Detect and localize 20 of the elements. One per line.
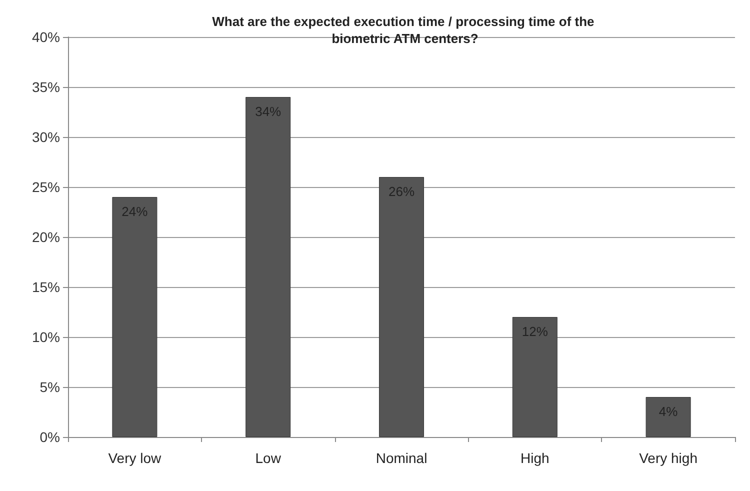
chart-title: What are the expected execution time / processing time of the biometric ATM centers? [212, 14, 598, 46]
y-tick-label: 40% [32, 29, 60, 45]
y-tick-label: 30% [32, 129, 60, 145]
x-tick-label: High [520, 450, 550, 466]
bar [646, 397, 691, 437]
bar [512, 317, 558, 437]
y-tick-label: 0% [40, 429, 60, 445]
y-tick-label: 25% [32, 179, 60, 195]
y-tick-label: 10% [32, 329, 60, 345]
y-tick-label: 15% [32, 279, 60, 295]
x-tick-label: Very low [108, 450, 162, 466]
y-tick-label: 35% [32, 79, 60, 95]
x-tick-label: Nominal [376, 450, 428, 466]
bar [246, 97, 291, 437]
bar [112, 197, 158, 437]
y-tick-label: 20% [32, 229, 60, 245]
x-tick-label: Very high [639, 450, 698, 466]
y-tick-label: 5% [40, 379, 60, 395]
bar [379, 177, 424, 437]
x-tick-label: Low [255, 450, 282, 466]
